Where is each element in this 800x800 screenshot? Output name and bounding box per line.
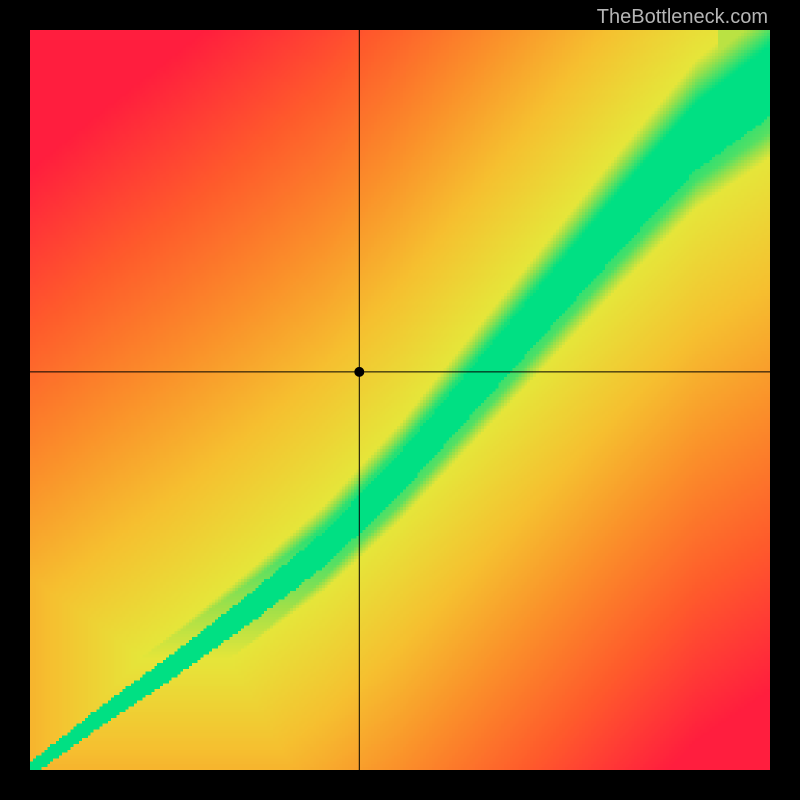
heatmap-canvas (30, 30, 770, 770)
watermark-text: TheBottleneck.com (597, 6, 768, 29)
heatmap-plot (30, 30, 770, 770)
